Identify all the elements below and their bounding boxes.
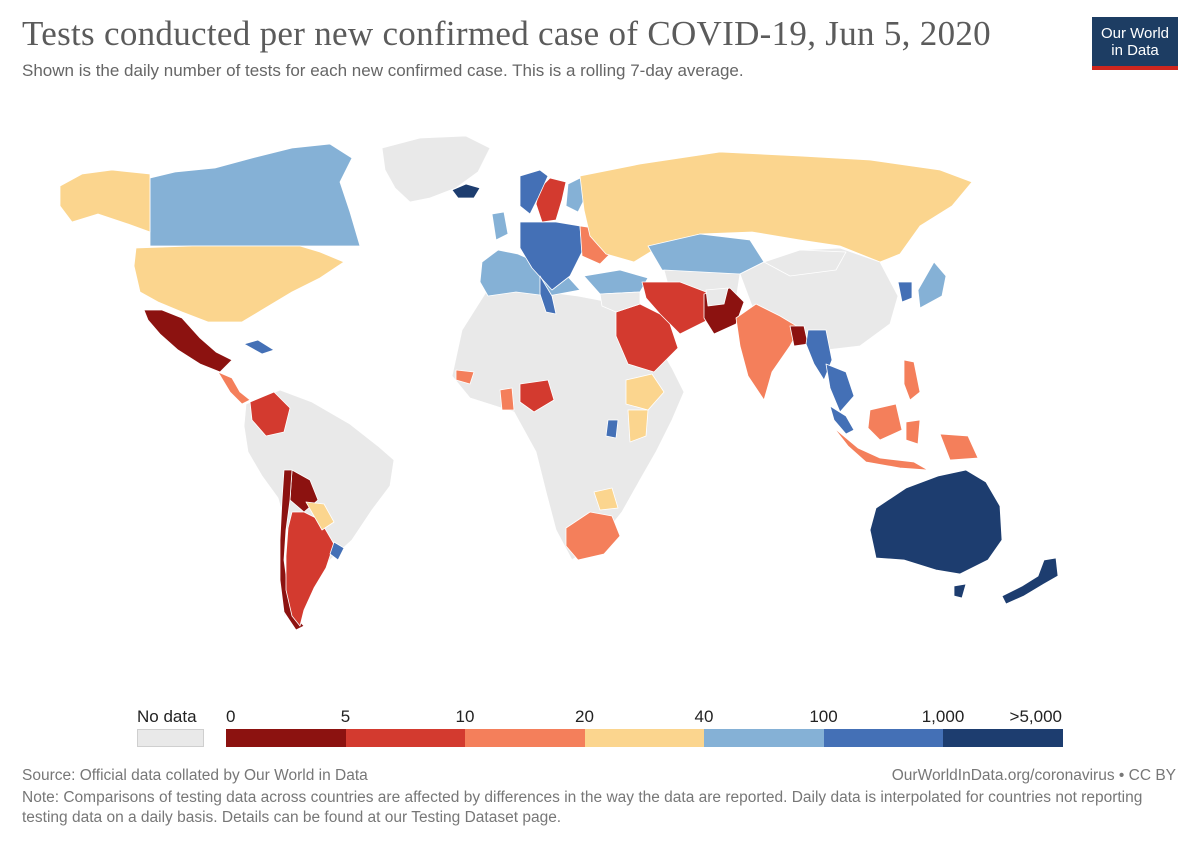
region-borneo[interactable] (867, 403, 903, 441)
region-malaysia[interactable] (829, 405, 855, 435)
legend-tick-1000: 1,000 (921, 707, 965, 726)
region-mongolia[interactable] (763, 249, 847, 277)
logo-line-1: Our World (1100, 25, 1170, 42)
region-sulawesi[interactable] (905, 419, 921, 445)
legend-tick-100: 100 (809, 707, 838, 726)
region-south-africa[interactable] (565, 511, 621, 561)
legend-bin-1 (226, 729, 346, 747)
region-alaska[interactable] (59, 169, 151, 233)
region-zimbabwe[interactable] (593, 487, 619, 511)
region-korea[interactable] (897, 281, 913, 303)
region-italy[interactable] (539, 275, 557, 315)
region-turkey[interactable] (583, 269, 649, 295)
region-japan[interactable] (917, 261, 947, 309)
legend-bin-5 (704, 729, 824, 747)
region-nigeria[interactable] (519, 379, 555, 413)
legend-bin-6 (823, 729, 943, 747)
source-text: Source: Official data collated by Our Wo… (22, 767, 368, 784)
chart-subtitle: Shown is the daily number of tests for e… (22, 61, 744, 80)
legend-no-data-label: No data (137, 707, 197, 726)
legend-bin-4 (584, 729, 704, 747)
region-iran[interactable] (641, 281, 709, 335)
map-legend: No data 0 5 10 20 40 100 1,000 >5,000 (0, 705, 1200, 747)
region-canada[interactable] (149, 143, 361, 247)
region-myanmar[interactable] (805, 329, 833, 381)
region-central-america[interactable] (217, 371, 251, 405)
region-india[interactable] (735, 303, 801, 401)
legend-tick-5000: >5,000 (1009, 707, 1062, 726)
region-new-zealand[interactable] (1001, 557, 1059, 605)
region-uruguay[interactable] (329, 541, 345, 561)
region-papua[interactable] (939, 433, 979, 461)
region-norway[interactable] (519, 169, 549, 215)
region-rwanda[interactable] (605, 419, 619, 439)
region-ghana[interactable] (499, 387, 515, 411)
region-indonesia[interactable] (833, 427, 929, 471)
legend-tick-40: 40 (694, 707, 714, 726)
region-middle-east[interactable] (599, 291, 641, 313)
legend-tick-20: 20 (575, 707, 594, 726)
region-afghanistan[interactable] (705, 287, 729, 307)
region-saudi-arabia[interactable] (615, 303, 679, 373)
region-paraguay[interactable] (305, 501, 335, 531)
region-thailand[interactable] (825, 363, 855, 413)
region-philippines[interactable] (903, 359, 921, 401)
world-map (59, 135, 1059, 631)
legend-bin-7 (943, 729, 1063, 747)
region-united-states[interactable] (133, 245, 345, 323)
region-russia[interactable] (579, 151, 973, 263)
region-tasmania[interactable] (953, 583, 967, 599)
legend-bin-2 (345, 729, 465, 747)
region-iceland[interactable] (451, 183, 481, 199)
region-central-europe[interactable] (519, 221, 583, 291)
region-mexico[interactable] (143, 309, 233, 373)
region-senegal[interactable] (455, 369, 475, 385)
region-colombia[interactable] (249, 391, 291, 437)
logo-line-2: in Data (1111, 42, 1159, 59)
chart-title: Tests conducted per new confirmed case o… (22, 14, 991, 53)
legend-tick-5: 5 (340, 707, 351, 726)
region-ethiopia[interactable] (625, 373, 665, 411)
region-uk[interactable] (491, 211, 509, 241)
region-kenya[interactable] (627, 409, 649, 443)
note-text: Note: Comparisons of testing data across… (22, 789, 1143, 826)
legend-bin-3 (465, 729, 585, 747)
region-sweden[interactable] (535, 177, 567, 223)
region-australia[interactable] (869, 469, 1003, 575)
legend-tick-0: 0 (226, 707, 236, 726)
owid-logo[interactable]: Our World in Data (1092, 17, 1178, 70)
credit-link[interactable]: OurWorldInData.org/coronavirus • CC BY (891, 767, 1176, 784)
region-cuba[interactable] (243, 339, 275, 355)
legend-no-data-swatch (137, 729, 204, 747)
legend-tick-10: 10 (455, 707, 475, 726)
